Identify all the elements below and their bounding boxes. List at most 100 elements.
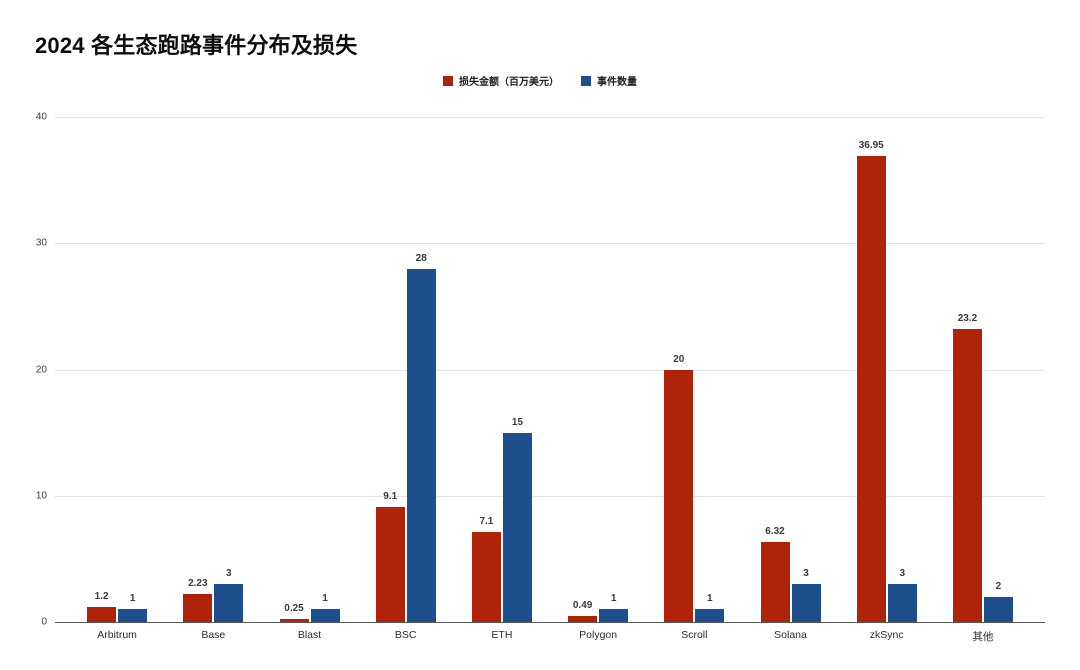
bar-col: 9.1 (375, 491, 405, 622)
bar-value-label: 0.25 (284, 602, 304, 614)
loss-bar-其他 (952, 329, 982, 622)
count-series-label: 事件数量 (597, 77, 637, 88)
bar-col: 1 (599, 593, 629, 622)
bar-value-label: 36.95 (858, 139, 884, 151)
bar-group-Blast: 0.25 1 (261, 117, 357, 622)
y-tick-label-30: 30 (35, 237, 47, 249)
count-bar-zkSync (887, 584, 917, 622)
x-category-label-其他: 其他 (972, 631, 994, 643)
loss-bar-zkSync (856, 155, 886, 622)
bar-col: 15 (502, 416, 532, 622)
x-axis-labels: Arbitrum Base Blast BSC ETH Polygon Scroll Sola… (55, 629, 1045, 644)
bar-col: 2.23 (183, 577, 213, 622)
bar-col: 3 (887, 568, 917, 622)
bar-value-label: 1 (322, 593, 328, 605)
bar-value-label: 3 (226, 568, 232, 580)
x-category-label-Arbitrum: Arbitrum (97, 629, 137, 641)
x-category-label-ETH: ETH (491, 629, 513, 641)
loss-bar-Scroll (664, 369, 694, 622)
x-category-label-zkSync: zkSync (869, 629, 904, 641)
bar-col: 6.32 (760, 526, 790, 622)
bar-group-Arbitrum: 1.2 1 (69, 117, 165, 622)
bar-col: 28 (406, 252, 436, 622)
bar-value-label: 20 (673, 353, 685, 365)
loss-bar-Polygon (568, 615, 598, 622)
loss-bar-Blast (279, 618, 309, 622)
y-tick-label-40: 40 (35, 111, 47, 123)
bar-value-label: 1 (610, 593, 617, 605)
bar-group-Solana: 6.32 3 (742, 117, 838, 622)
x-axis-line (55, 622, 1045, 623)
x-category-label-Base: Base (201, 629, 226, 641)
bar-col: 3 (791, 568, 821, 622)
bar-col: 2 (983, 580, 1013, 622)
bar-value-label: 1 (707, 593, 713, 605)
bar-col: 0.49 (568, 599, 598, 622)
x-category-label-Solana: Solana (774, 629, 807, 641)
x-category-label-Blast: Blast (297, 629, 322, 641)
chart-title: 2024 各生态跑路事件分布及损失 (35, 33, 358, 58)
loss-series-swatch-icon (443, 75, 453, 86)
legend-item-loss: 损失金额（百万美元） (443, 73, 559, 88)
bar-value-label: 28 (415, 252, 427, 264)
bar-col: 3 (214, 568, 244, 622)
count-bar-其他 (983, 596, 1013, 622)
loss-bar-Solana (760, 542, 790, 622)
bar-col: 23.2 (952, 313, 982, 622)
bar-group-Polygon: 0.49 1 (550, 117, 646, 622)
bar-group-BSC: 9.1 28 (358, 117, 454, 622)
bar-value-label: 3 (899, 568, 905, 580)
count-bar-Solana (791, 584, 821, 622)
bar-group-ETH: 7.1 15 (454, 117, 550, 622)
bars-row: 1.2 1 2.23 3 0.25 1 9.1 28 7.1 15 0.49 1 20 1 6.32 3 36.… (55, 117, 1045, 622)
bar-col: 7.1 (471, 516, 501, 622)
count-series-swatch-icon (581, 75, 591, 86)
count-bar-Arbitrum (118, 609, 148, 622)
gridline-20 (55, 369, 1045, 371)
gridline-10 (55, 495, 1045, 497)
bar-col: 0.25 (279, 602, 309, 622)
bar-value-label: 7.1 (479, 516, 494, 528)
bar-value-label: 23.2 (957, 313, 978, 325)
bar-value-label: 0.49 (572, 599, 593, 611)
count-bar-Scroll (695, 609, 725, 622)
bar-col: 1 (310, 593, 340, 622)
x-category-label-Polygon: Polygon (579, 629, 618, 641)
y-tick-label-10: 10 (35, 490, 47, 502)
bar-value-label: 2.23 (188, 577, 208, 589)
loss-bar-BSC (375, 507, 405, 622)
bar-value-label: 9.1 (383, 491, 398, 503)
bar-col: 36.95 (856, 139, 886, 622)
legend: 损失金额（百万美元） 事件数量 (0, 73, 1080, 88)
legend-item-count: 事件数量 (581, 73, 637, 88)
bar-value-label: 2 (995, 580, 1002, 592)
count-bar-BSC (406, 268, 436, 622)
loss-bar-Arbitrum (87, 606, 117, 622)
loss-bar-Base (183, 593, 213, 622)
bar-value-label: 1 (129, 593, 136, 605)
bar-value-label: 3 (803, 568, 809, 580)
bar-col: 20 (664, 353, 694, 622)
bar-value-label: 15 (511, 416, 523, 428)
bar-value-label: 1.2 (94, 590, 109, 602)
bar-col: 1 (118, 593, 148, 622)
count-bar-ETH (502, 432, 532, 622)
bar-col: 1 (695, 593, 725, 622)
loss-bar-ETH (471, 532, 501, 622)
y-tick-label-0: 0 (41, 616, 47, 628)
bar-group-zkSync: 36.95 3 (839, 117, 935, 622)
count-bar-Blast (310, 609, 340, 622)
x-category-label-BSC: BSC (394, 629, 417, 641)
plot-area: 0 10 20 30 40 1.2 1 2.23 3 0.25 1 9.1 28 7.1 15 0.49 1 2… (36, 112, 1045, 643)
count-bar-Polygon (599, 609, 629, 622)
bar-group-Scroll: 20 1 (646, 117, 742, 622)
loss-series-label: 损失金额（百万美元） (459, 77, 559, 88)
x-category-label-Scroll: Scroll (681, 629, 708, 641)
bar-group-Base: 2.23 3 (165, 117, 261, 622)
bar-col: 1.2 (87, 590, 117, 622)
bar-group-其他: 23.2 2 (935, 117, 1031, 622)
y-tick-label-20: 20 (35, 364, 47, 375)
gridline-30 (55, 243, 1045, 245)
count-bar-Base (214, 584, 244, 622)
